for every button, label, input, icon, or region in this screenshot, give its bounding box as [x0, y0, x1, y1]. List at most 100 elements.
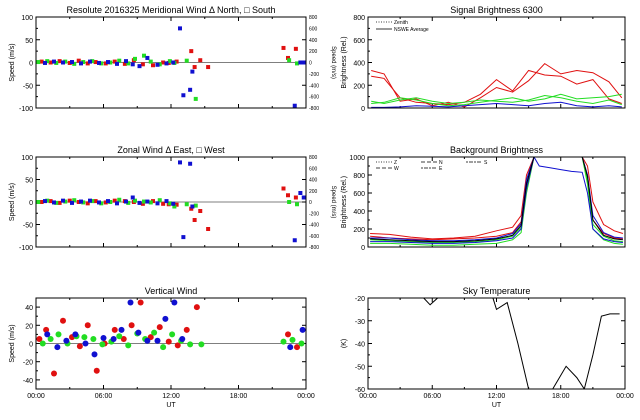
meridional-ylabel: Speed (m/s) [9, 43, 16, 81]
vertical-axes-frame [35, 297, 307, 390]
vertical-point [82, 340, 89, 347]
meridional-point [286, 55, 290, 60]
sky-xtick-label: 18:00 [552, 393, 570, 400]
background-ytick-label: 200 [353, 227, 365, 234]
background-ytick-label: 0 [361, 245, 365, 252]
sky-xtick-label: 12:00 [488, 393, 506, 400]
vertical-ytick-label: 40 [25, 305, 33, 312]
meridional-point [57, 59, 62, 64]
meridional-point [85, 61, 90, 66]
vertical-point [76, 343, 83, 350]
meridional-point [298, 60, 303, 65]
zonal-point [193, 203, 198, 208]
meridional-ytick-label: -50 [23, 83, 33, 90]
vertical-point [63, 337, 70, 344]
background-ytick-label: 800 [353, 173, 365, 180]
zonal-point [45, 198, 50, 203]
meridional-point [189, 49, 194, 54]
vertical-point [111, 326, 118, 333]
zonal-point [133, 198, 137, 203]
vertical-point [298, 340, 305, 347]
background-ytick-label: 1000 [349, 155, 365, 162]
meridional-point [164, 61, 169, 66]
meridional-y2tick-label: 400 [309, 38, 318, 44]
vertical-ylabel: Speed (m/s) [9, 324, 16, 362]
meridional-point [140, 62, 145, 67]
vertical-point [51, 370, 57, 377]
meridional-point [161, 60, 166, 65]
signal-ytick-label: 200 [353, 83, 365, 90]
meridional-point [148, 59, 153, 64]
meridional-point [115, 61, 119, 66]
sky-ytick-label: -60 [355, 387, 365, 394]
vertical-point [169, 331, 176, 338]
vertical-point [60, 317, 66, 324]
signal-ytick-label: 0 [361, 106, 365, 113]
meridional-point [43, 60, 47, 65]
zonal-title: Zonal Wind Δ East, □ West [117, 145, 225, 155]
background-legend-label: Z [394, 160, 397, 166]
vertical-panel: Vertical Wind -40 -20 0 20 40 00:00 06:00 12:00 1… [9, 286, 315, 409]
meridional-point [36, 60, 41, 65]
meridional-ytick-label: -100 [19, 106, 33, 113]
meridional-point [151, 63, 155, 68]
vertical-point [183, 326, 190, 333]
zonal-ylabel: Speed (m/s) [9, 183, 16, 221]
zonal-point [124, 199, 128, 204]
zonal-y2tick-label: 400 [309, 178, 318, 184]
sky-ylabel: (K) [341, 339, 348, 348]
zonal-point [287, 200, 292, 204]
zonal-point [188, 161, 193, 166]
sky-ytick-label: -30 [355, 319, 365, 326]
vertical-point [55, 331, 62, 338]
vertical-point [280, 338, 287, 345]
signal-ylabel: Brightness (Rel.) [341, 36, 348, 88]
meridional-axes-frame [35, 16, 307, 109]
zonal-point [298, 191, 303, 195]
zonal-point [281, 186, 286, 191]
meridional-point [72, 61, 77, 66]
meridional-point [171, 60, 176, 65]
signal-series-green2 [371, 94, 622, 106]
zonal-point [145, 199, 150, 204]
background-panel: Background Brightness 0 200 400 600 800 1000 Br… [341, 145, 626, 252]
meridional-point [155, 62, 160, 67]
vertical-point [36, 335, 43, 342]
zonal-point [174, 202, 179, 207]
zonal-point [164, 199, 169, 204]
meridional-point [122, 61, 127, 66]
background-series-green2 [370, 157, 623, 243]
sky-series-black [422, 298, 620, 389]
meridional-point [99, 61, 104, 66]
background-legend-label: E [439, 166, 443, 172]
meridional-point [52, 59, 56, 64]
zonal-point [292, 238, 297, 243]
sky-ytick-label: -20 [355, 296, 365, 303]
meridional-point [67, 60, 72, 65]
meridional-point [167, 59, 172, 64]
background-ytick-label: 600 [353, 191, 365, 198]
vertical-point [187, 341, 194, 348]
zonal-axes-frame [35, 156, 307, 248]
zonal-point [293, 195, 298, 200]
vertical-point [47, 335, 54, 342]
vertical-point [193, 304, 200, 311]
zonal-point [39, 200, 44, 204]
zonal-y2label: Speed (m/s) [330, 186, 336, 219]
meridional-point [61, 60, 65, 65]
meridional-point [292, 103, 297, 108]
vertical-point [116, 333, 123, 340]
zonal-point [137, 200, 142, 205]
zonal-y2tick-label: 0 [309, 200, 312, 206]
vertical-ytick-label: 20 [25, 323, 33, 330]
zonal-point [295, 202, 299, 207]
meridional-point [97, 60, 101, 65]
zonal-y2tick-label: -400 [309, 223, 319, 229]
meridional-point [184, 58, 189, 63]
vertical-point [93, 367, 100, 374]
meridional-point [287, 58, 292, 63]
meridional-point [193, 96, 198, 101]
vertical-xtick-label: 18:00 [230, 393, 248, 400]
zonal-y2tick-label: -200 [309, 211, 319, 217]
meridional-point [198, 58, 203, 63]
